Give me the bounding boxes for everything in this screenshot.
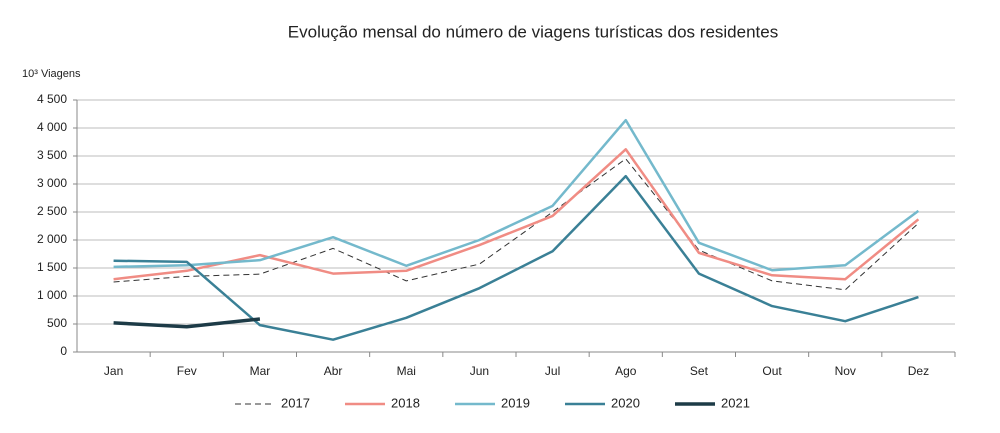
y-tick-label: 4 500 — [37, 92, 67, 106]
x-tick-label: Set — [690, 364, 709, 378]
x-tick-label: Fev — [177, 364, 197, 378]
y-tick-label: 1 000 — [37, 288, 67, 302]
x-tick-label: Dez — [908, 364, 929, 378]
legend-label: 2021 — [721, 395, 750, 410]
legend-label: 2019 — [501, 395, 530, 410]
x-tick-label: Ago — [615, 364, 637, 378]
x-tick-label: Mar — [250, 364, 271, 378]
legend-label: 2018 — [391, 395, 420, 410]
x-tick-label: Nov — [835, 364, 856, 378]
chart-title: Evolução mensal do número de viagens tur… — [288, 22, 778, 41]
legend-label: 2017 — [281, 395, 310, 410]
series-line — [113, 158, 919, 291]
y-tick-label: 3 500 — [37, 148, 67, 162]
series-line — [113, 118, 920, 272]
series-line — [113, 317, 261, 329]
x-tick-label: Mai — [397, 364, 416, 378]
x-tick-label: Out — [762, 364, 782, 378]
y-axis-label: 10³ Viagens — [22, 68, 81, 80]
y-tick-label: 1 500 — [37, 260, 67, 274]
y-tick-label: 4 000 — [37, 120, 67, 134]
series-line — [113, 148, 920, 281]
x-tick-label: Jan — [104, 364, 123, 378]
x-tick-label: Jul — [545, 364, 560, 378]
x-tick-label: Abr — [324, 364, 343, 378]
y-tick-label: 0 — [60, 344, 67, 358]
y-tick-label: 2 500 — [37, 204, 67, 218]
y-tick-label: 2 000 — [37, 232, 67, 246]
y-tick-label: 3 000 — [37, 176, 67, 190]
y-tick-label: 500 — [47, 316, 67, 330]
series-line — [113, 174, 919, 341]
legend-label: 2020 — [611, 395, 640, 410]
x-tick-label: Jun — [470, 364, 489, 378]
